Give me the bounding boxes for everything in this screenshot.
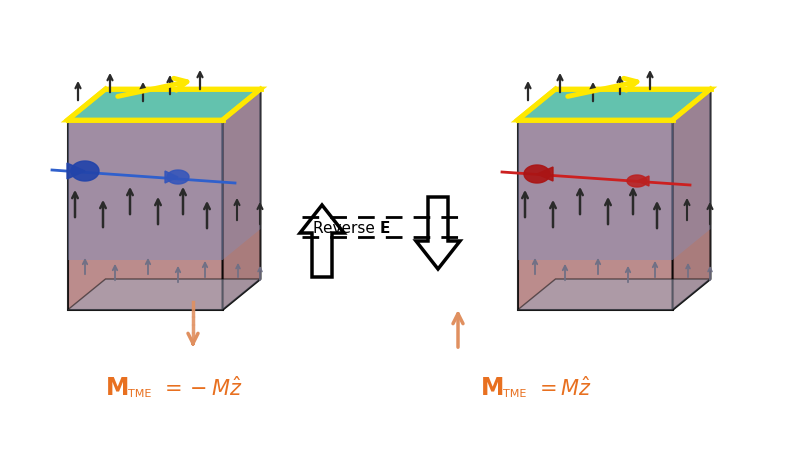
Polygon shape [518, 279, 710, 310]
Polygon shape [673, 90, 710, 260]
Text: TME: TME [503, 388, 526, 398]
Text: TME: TME [128, 388, 151, 398]
Polygon shape [222, 90, 261, 260]
Polygon shape [67, 279, 261, 310]
Polygon shape [167, 171, 189, 185]
FancyArrow shape [300, 206, 344, 278]
Polygon shape [67, 164, 85, 180]
Text: $\mathbf{M}$: $\mathbf{M}$ [105, 375, 128, 399]
Polygon shape [518, 121, 673, 310]
Text: $= M\hat{z}$: $= M\hat{z}$ [535, 375, 592, 399]
Polygon shape [67, 121, 222, 310]
Polygon shape [524, 166, 550, 184]
Polygon shape [637, 177, 649, 187]
Polygon shape [673, 90, 710, 310]
Text: Reverse: Reverse [314, 220, 380, 235]
Polygon shape [518, 121, 673, 260]
Polygon shape [71, 162, 99, 182]
Polygon shape [627, 176, 647, 187]
Polygon shape [518, 90, 710, 121]
Polygon shape [537, 167, 553, 182]
Text: E: E [380, 220, 390, 235]
Polygon shape [165, 172, 178, 184]
FancyArrow shape [416, 197, 460, 269]
Polygon shape [67, 90, 261, 121]
Text: $\mathbf{M}$: $\mathbf{M}$ [480, 375, 503, 399]
Text: $= -M\hat{z}$: $= -M\hat{z}$ [160, 375, 242, 399]
Polygon shape [67, 121, 222, 260]
Polygon shape [222, 90, 261, 310]
